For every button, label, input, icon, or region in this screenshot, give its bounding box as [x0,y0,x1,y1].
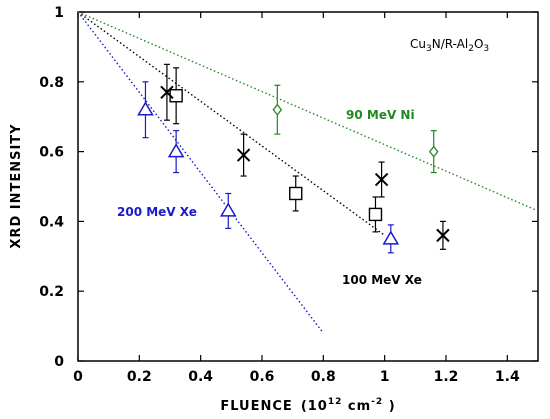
x-tick-label-4: 0.8 [311,369,336,385]
sample-label-sub-3: 2 [468,44,474,54]
data-point-2-3 [436,220,450,250]
x-axis-unit-mid: cm [342,399,371,414]
x-tick-label-6: 1.2 [434,369,459,385]
x-tick-label-1: 0.2 [127,369,152,385]
x-tick-label-7: 1.4 [495,369,520,385]
sample-label-part-4: O [474,37,483,51]
x-marker-stroke-b [436,228,450,243]
x-axis-title: FLUENCE (1012 cm-2 ) [220,397,395,414]
x-tick-label-2: 0.4 [188,369,213,385]
x-axis-title-main: FLUENCE [220,399,292,414]
x-axis-unit-suffix: ) [383,399,395,414]
x-axis-unit-exp: 12 [328,397,343,407]
diamond-marker [272,103,283,116]
data-point-0-1 [167,130,185,174]
square-marker [169,89,183,103]
fit-line-0 [77,11,324,334]
data-markers [137,63,450,254]
x-tick-label-3: 0.6 [250,369,275,385]
data-point-3-1 [428,130,439,174]
y-tick-label-5: 1 [54,5,64,21]
data-point-0-2 [219,192,237,229]
sample-label-part-0: Cu [410,37,426,51]
sample-label: Cu3N/R-Al2O3 [410,37,489,54]
data-point-3-0 [272,84,283,135]
sample-label-sub-5: 3 [483,44,489,54]
y-tick-label-4: 0.8 [39,75,64,91]
x-tick-label-5: 1 [380,369,390,385]
plot-frame [77,11,539,362]
square-marker [289,186,303,201]
y-tick-label-1: 0.2 [39,284,64,300]
label-90mev-ni: 90 MeV Ni [346,108,415,122]
data-point-0-3 [382,224,400,254]
triangle-marker [382,230,400,245]
label-200mev-xe: 200 MeV Xe [117,205,197,219]
data-point-0-0 [137,81,154,139]
x-marker-stroke-b [236,148,251,162]
data-point-2-2 [374,161,389,198]
x-marker-stroke-b [160,85,174,99]
x-tick-label-0: 0 [73,369,83,385]
triangle-marker [137,101,154,116]
triangle-marker [167,143,185,158]
y-tick-label-2: 0.4 [39,214,64,230]
y-tick-label-3: 0.6 [39,145,64,161]
axis-ticks: 0 0.2 0.4 0.6 0.8 1 1.2 1.4 0 0.2 0.4 0.6 0.8 1 [39,5,538,385]
sample-label-sub-1: 3 [426,44,432,54]
data-point-1-1 [289,175,303,212]
data-point-2-1 [236,133,251,177]
x-marker-stroke-b [374,172,389,187]
sample-label-part-2: N/R-Al [432,37,468,51]
triangle-marker [219,202,237,217]
x-axis-unit-prefix: (10 [301,399,328,414]
data-point-2-0 [160,63,174,121]
y-tick-label-0: 0 [54,354,64,370]
square-marker [368,207,383,222]
label-100mev-xe: 100 MeV Xe [342,273,422,287]
data-point-1-2 [368,196,383,233]
fit-lines [77,11,539,334]
diamond-marker [428,145,439,158]
y-axis-title: XRD INTENSITY [9,123,24,248]
data-point-1-0 [169,67,183,125]
x-axis-unit-exp2: -2 [371,397,383,407]
fit-line-1 [77,11,386,236]
